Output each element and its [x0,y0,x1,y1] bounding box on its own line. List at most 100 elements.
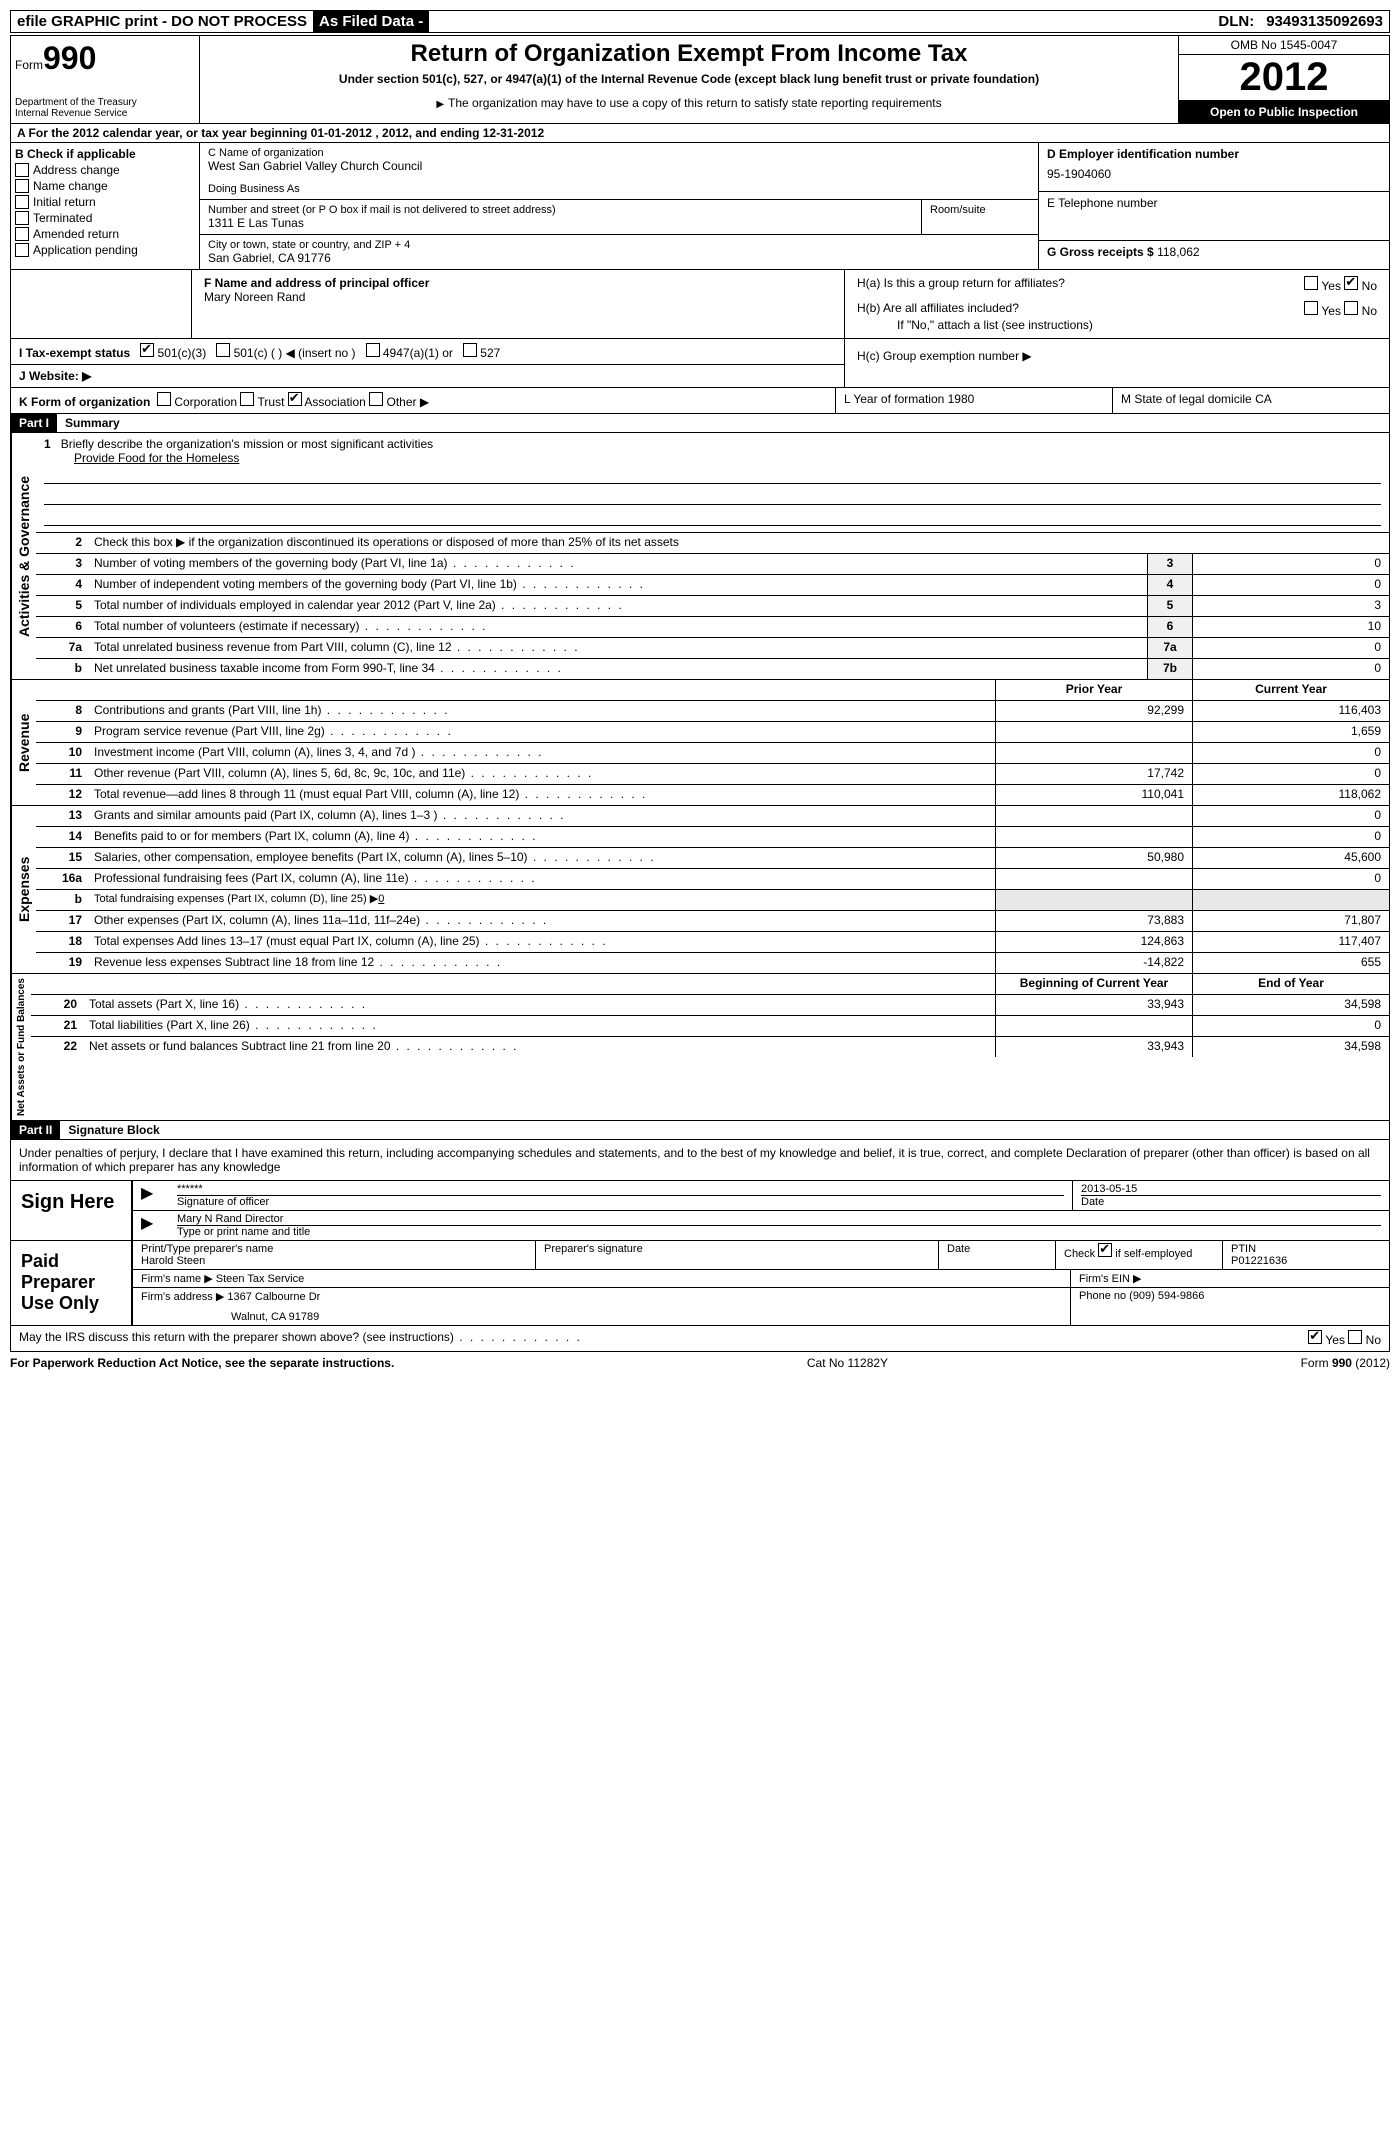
paid-preparer-block: Paid Preparer Use Only Print/Type prepar… [10,1241,1390,1326]
cat-no: Cat No 11282Y [807,1356,888,1370]
line10-curr: 0 [1192,743,1389,763]
line17-prior: 73,883 [995,911,1192,931]
column-d: D Employer identification number 95-1904… [1038,143,1389,269]
chk-ha-no[interactable] [1344,276,1358,290]
firm-name-label: Firm's name ▶ [141,1273,213,1285]
line8-desc: Contributions and grants (Part VIII, lin… [94,703,321,717]
line20-curr: 34,598 [1192,995,1389,1015]
line11-curr: 0 [1192,764,1389,784]
line7a-val: 0 [1192,638,1389,658]
hb-label: H(b) Are all affiliates included? [857,301,1019,318]
label-insert: ◀ (insert no ) [286,346,356,360]
chk-name-change[interactable] [15,179,29,193]
chk-irs-no[interactable] [1348,1330,1362,1344]
label-yes2: Yes [1321,304,1341,318]
line9-curr: 1,659 [1192,722,1389,742]
row-i-label: I Tax-exempt status [19,346,130,360]
line19-desc: Revenue less expenses Subtract line 18 f… [94,955,374,969]
fh-block: F Name and address of principal officer … [10,270,1390,339]
ha-label: H(a) Is this a group return for affiliat… [857,276,1065,293]
label-no: No [1362,279,1377,293]
label-assoc: Association [304,395,365,409]
sign-here-label: Sign Here [11,1181,133,1240]
chk-assoc[interactable] [288,392,302,406]
part2-title: Signature Block [60,1121,167,1139]
tax-year: 2012 [1179,55,1389,101]
line6-val: 10 [1192,617,1389,637]
form-label: Form [15,58,43,72]
line20-prior: 33,943 [995,995,1192,1015]
chk-4947[interactable] [366,343,380,357]
line21-curr: 0 [1192,1016,1389,1036]
label-amended: Amended return [33,227,119,241]
chk-irs-yes[interactable] [1308,1330,1322,1344]
line15-desc: Salaries, other compensation, employee b… [94,850,528,864]
line7a-desc: Total unrelated business revenue from Pa… [94,640,452,654]
firm-addr1: 1367 Calbourne Dr [227,1291,320,1303]
omb-label: OMB No 1545-0047 [1179,36,1389,55]
chk-address-change[interactable] [15,163,29,177]
beg-year-header: Beginning of Current Year [995,974,1192,994]
line1-desc: Briefly describe the organization's miss… [61,437,433,451]
org-name-label: C Name of organization [208,147,1030,159]
org-name: West San Gabriel Valley Church Council [208,159,1030,173]
vert-expenses: Expenses [11,806,36,973]
line13-desc: Grants and similar amounts paid (Part IX… [94,808,437,822]
line4-val: 0 [1192,575,1389,595]
line6-desc: Total number of volunteers (estimate if … [94,619,359,633]
line10-prior [995,743,1192,763]
chk-501c[interactable] [216,343,230,357]
gross-label: G Gross receipts $ [1047,245,1154,259]
paid-prep-label: Paid Preparer Use Only [11,1241,133,1325]
current-year-header: Current Year [1192,680,1389,700]
line14-desc: Benefits paid to or for members (Part IX… [94,829,409,843]
label-initial-return: Initial return [33,195,96,209]
chk-app-pending[interactable] [15,243,29,257]
dba-label: Doing Business As [208,183,1030,195]
chk-trust[interactable] [240,392,254,406]
line12-prior: 110,041 [995,785,1192,805]
firm-addr-label: Firm's address ▶ [141,1291,224,1303]
line2-desc: Check this box ▶ if the organization dis… [94,535,679,549]
chk-ha-yes[interactable] [1304,276,1318,290]
dln-value: 93493135092693 [1260,11,1389,32]
line16b-desc: Total fundraising expenses (Part IX, col… [94,893,378,905]
vert-netassets: Net Assets or Fund Balances [11,974,31,1120]
chk-terminated[interactable] [15,211,29,225]
line11-desc: Other revenue (Part VIII, column (A), li… [94,766,465,780]
chk-corp[interactable] [157,392,171,406]
chk-hb-no[interactable] [1344,301,1358,315]
chk-amended[interactable] [15,227,29,241]
line15-curr: 45,600 [1192,848,1389,868]
line5-desc: Total number of individuals employed in … [94,598,496,612]
chk-other[interactable] [369,392,383,406]
dln-label: DLN: [1212,11,1260,32]
prep-name-label: Print/Type preparer's name [141,1243,527,1255]
line16a-curr: 0 [1192,869,1389,889]
sign-here-block: Sign Here ▶ ****** Signature of officer … [10,1181,1390,1241]
paperwork-notice: For Paperwork Reduction Act Notice, see … [10,1356,394,1370]
chk-hb-yes[interactable] [1304,301,1318,315]
chk-501c3[interactable] [140,343,154,357]
line18-curr: 117,407 [1192,932,1389,952]
form-header: Form990 Department of the Treasury Inter… [10,35,1390,124]
line3-desc: Number of voting members of the governin… [94,556,448,570]
line21-prior [995,1016,1192,1036]
top-bar: efile GRAPHIC print - DO NOT PROCESS As … [10,10,1390,33]
chk-527[interactable] [463,343,477,357]
declaration-text: Under penalties of perjury, I declare th… [10,1140,1390,1181]
label-501c: 501(c) ( ) [234,346,283,360]
part2-header: Part II [11,1121,60,1139]
vert-activities: Activities & Governance [11,433,36,679]
chk-self-employed[interactable] [1098,1243,1112,1257]
line17-curr: 71,807 [1192,911,1389,931]
line16a-prior [995,869,1192,889]
form-note: The organization may have to use a copy … [204,96,1174,110]
line8-curr: 116,403 [1192,701,1389,721]
line13-prior [995,806,1192,826]
revenue-block: Revenue Prior YearCurrent Year 8Contribu… [10,680,1390,806]
chk-initial-return[interactable] [15,195,29,209]
line17-desc: Other expenses (Part IX, column (A), lin… [94,913,420,927]
row-j-website: J Website: ▶ [11,365,844,387]
line15-prior: 50,980 [995,848,1192,868]
